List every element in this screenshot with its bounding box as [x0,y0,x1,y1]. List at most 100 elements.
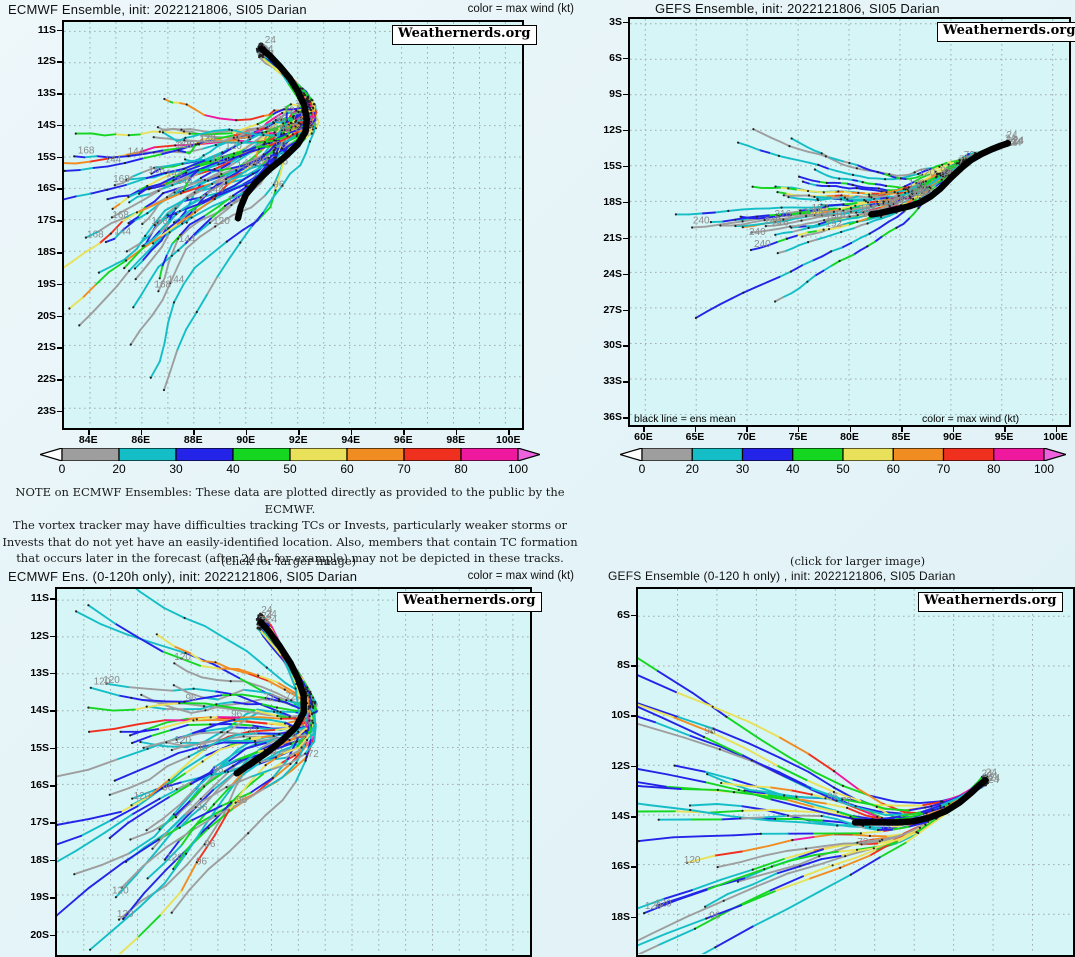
hour-label: 120 [909,179,926,190]
track-time-markers [638,705,990,949]
track-canvas-ecmwf-full: 9612014416872961207212014416824721201441… [64,22,521,427]
hour-label: 120 [919,168,936,179]
y-tick-label: 23S [37,404,56,417]
note-line-2: The vortex tracker may have difficulties… [12,518,568,532]
x-tick-label: 88E [183,434,203,446]
colorbar-gefs-full: 0 20 30 40 50 60 70 80 100 [620,448,1066,476]
hour-label: 24 [989,773,1001,784]
hour-label: 96 [267,123,279,134]
colorbar-legend-label-ecmwf-full: color = max wind (kt) [467,3,574,15]
panel-ecmwf-full[interactable]: ECMWF Ensemble, init: 2022121806, SI05 D… [0,0,580,478]
colorbar-tick: 70 [397,462,411,476]
hour-label: 120 [178,140,195,151]
y-tick-label: 19S [37,277,56,290]
note-line-4: that occurs later in the forecast (after… [16,551,564,565]
y-tick-label: 15S [30,741,49,754]
y-tick-mark [50,785,55,787]
y-tick-mark [57,347,62,349]
hour-label: 120 [916,184,933,195]
hour-label: 96 [196,743,208,754]
x-tick-label: 94E [341,434,361,446]
hour-label: 72 [290,123,302,134]
hour-label: 96 [704,726,716,737]
colorbar-tick: 30 [169,462,183,476]
colorbar-tick: 80 [454,462,468,476]
colorbar-legend-label-gefs-full: color = max wind (kt) [922,413,1020,425]
y-tick-label: 16S [37,182,56,195]
y-tick-mark [623,165,628,168]
y-tick-mark [623,129,628,132]
panel-gefs-120[interactable]: GEFS Ensemble (0-120 h only) , init: 202… [600,566,1075,957]
y-tick-label: 13S [37,87,56,100]
hour-label: 24 [1006,130,1018,141]
plot-area-ecmwf-full[interactable]: 96 120 144 168 72 96 120 72 120 144 168 24 72 120 144 1… [62,20,524,430]
x-tick-label: 65E [685,431,705,443]
hour-labels: 2496241201922162472120247212014424024144… [693,130,1025,250]
x-tick-label: 95E [994,431,1014,443]
x-tick-mark [193,430,195,435]
plot-area-gefs-full[interactable]: 24 96 24 120 192 216 24 72 120 24 72 120 144 240 24 144… [628,17,1071,427]
x-tick-label: 100E [495,434,521,446]
x-tick-label: 100E [1043,431,1068,443]
x-tick-mark [694,427,697,432]
hour-label: 192 [825,213,842,224]
hour-label: 72 [841,796,853,807]
y-tick-label: 22S [37,373,56,386]
x-tick-label: 90E [236,434,256,446]
panel-gefs-full[interactable]: GEFS Ensemble, init: 2022121806, SI05 Da… [600,0,1075,478]
y-tick-label: 15S [603,159,622,172]
hour-label: 144 [168,274,185,285]
hour-label: 120 [655,899,672,910]
colorbar-tick: 50 [836,462,850,476]
hour-label: 144 [105,154,122,165]
y-tick-mark [50,934,55,937]
y-tick-mark [57,220,62,222]
hour-label: 96 [212,765,224,776]
y-tick-label: 14S [611,810,630,823]
y-tick-mark [57,252,62,254]
hour-label: 24 [1005,133,1017,144]
x-tick-label: 60E [634,431,653,443]
ensemble-mean-track [233,618,307,777]
y-tick-mark [57,410,62,413]
hour-label: 144 [179,234,196,245]
plot-area-gefs-120[interactable]: 24 96 72 24 120 24 96 72 120 24 96 120 24 24 72 [636,587,1075,957]
panel-ecmwf-120[interactable]: ECMWF Ens. (0-120h only), init: 20221218… [0,566,580,957]
hour-label: 192 [835,210,852,221]
hour-label: 120 [199,133,216,144]
click-larger-image-right[interactable]: (click for larger image) [790,554,926,568]
panel-title-gefs-120: GEFS Ensemble (0-120 h only) , init: 202… [608,569,956,583]
note-line-3: Invests that do not yet have an easily-i… [2,534,578,549]
hour-label: 192 [803,207,820,218]
hour-label: 120 [910,184,927,195]
hour-label: 72 [284,105,296,116]
x-tick-mark [901,427,903,432]
plot-area-ecmwf-120[interactable]: 96 120 24 120 72 96 120 72 96 72 96 120 72 96 120 120 24… [55,587,532,957]
hour-label: 144 [883,197,900,208]
x-tick-mark [643,427,645,432]
y-tick-mark [50,859,55,862]
hour-label: 144 [128,147,145,158]
y-tick-mark [623,237,628,240]
y-tick-mark [631,816,636,818]
ensemble-tracks [638,657,990,954]
hour-label: 216 [772,217,789,228]
hour-label: 24 [986,768,998,779]
colorbar-tick: 40 [786,462,800,476]
y-tick-label: 17S [30,816,49,829]
ensemble-mean-track [868,140,1012,218]
hour-label: 168 [151,216,168,227]
y-tick-label: 12S [611,759,630,772]
y-tick-label: 16S [611,860,630,873]
y-tick-label: 18S [611,910,630,923]
y-tick-label: 6S [617,608,630,621]
y-tick-label: 6S [609,51,622,64]
click-larger-image-left[interactable]: (click for larger image) [221,554,357,568]
hour-label: 24 [988,775,1000,786]
hour-label: 144 [891,195,908,206]
x-tick-mark [245,430,248,435]
hour-label: 120 [911,188,928,199]
x-tick-mark [797,427,800,432]
hour-label: 72 [272,747,284,758]
hour-label: 120 [235,131,252,142]
